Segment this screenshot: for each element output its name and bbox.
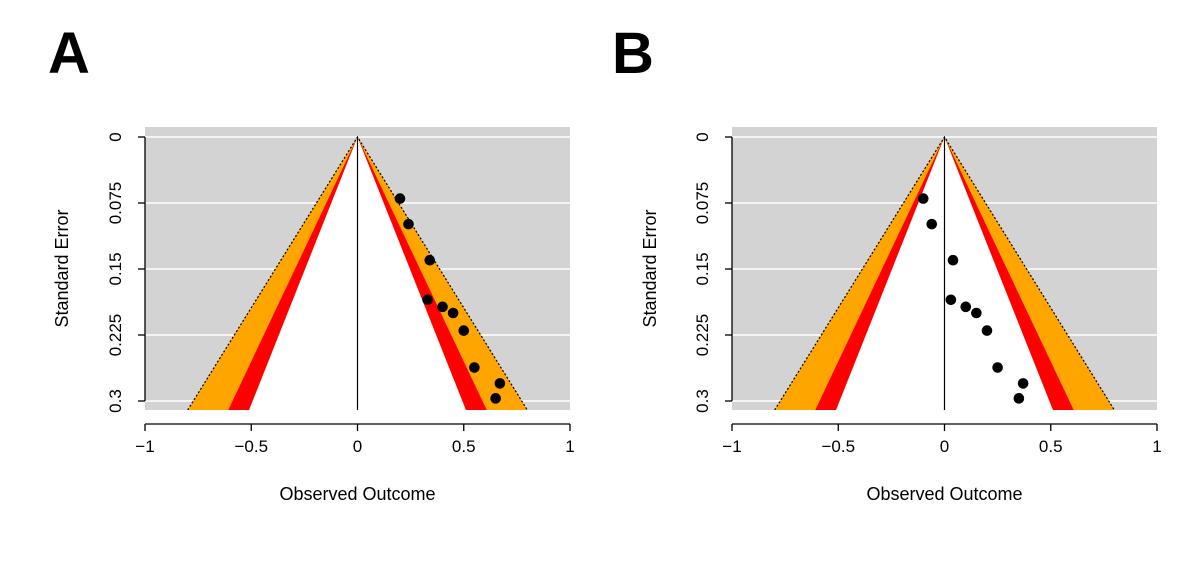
y-tick-label: 0.075 <box>106 182 125 225</box>
panel-letter-b: B <box>612 21 654 86</box>
data-point <box>992 362 1003 373</box>
x-axis-title: Observed Outcome <box>866 484 1022 504</box>
data-point <box>403 218 414 230</box>
data-point <box>490 393 501 404</box>
x-tick-label: 0.5 <box>1039 437 1063 456</box>
y-tick-label: 0 <box>693 132 712 141</box>
y-tick-label: 0.15 <box>693 252 712 285</box>
data-point <box>917 193 929 204</box>
data-point <box>469 362 480 373</box>
x-tick-label: −0.5 <box>234 437 268 456</box>
x-tick-label: −0.5 <box>821 437 855 456</box>
data-point <box>494 378 506 389</box>
data-point <box>447 307 459 319</box>
funnel-plot-panel-b: 0 0.075 0.15 0.225 0.3 −1 −0.5 0 0.5 1 Observed Ou… <box>640 127 1162 504</box>
data-point <box>437 301 448 313</box>
data-point <box>422 294 433 306</box>
y-tick-label: 0.15 <box>106 252 125 285</box>
y-tick-label: 0.3 <box>693 389 712 413</box>
data-point <box>424 254 436 266</box>
panel-letter-a: A <box>48 21 90 86</box>
y-tick-label: 0.225 <box>693 314 712 357</box>
data-point <box>926 218 938 230</box>
data-point <box>960 301 972 313</box>
data-point <box>458 325 470 336</box>
y-tick-label: 0.225 <box>106 314 125 357</box>
y-axis-title: Standard Error <box>640 209 660 327</box>
y-tick-label: 0.3 <box>106 389 125 413</box>
x-tick-label: −1 <box>722 437 741 456</box>
y-tick-label: 0.075 <box>693 182 712 225</box>
data-point <box>981 325 993 336</box>
x-tick-label: 0 <box>940 437 949 456</box>
funnel-plot-panel-a: 0 0.075 0.15 0.225 0.3 −1 −0.5 0 0.5 1 Observed Ou… <box>52 127 575 504</box>
data-point <box>1017 378 1029 389</box>
y-tick-label: 0 <box>106 132 125 141</box>
data-point <box>947 254 959 266</box>
x-tick-label: 1 <box>1152 437 1161 456</box>
data-point <box>394 193 406 204</box>
data-point <box>971 307 982 319</box>
x-tick-label: 1 <box>565 437 574 456</box>
x-tick-label: −1 <box>135 437 154 456</box>
x-tick-label: 0.5 <box>452 437 476 456</box>
x-tick-label: 0 <box>353 437 362 456</box>
y-axis-title: Standard Error <box>52 209 72 327</box>
x-axis-title: Observed Outcome <box>279 484 435 504</box>
data-point <box>1013 393 1025 404</box>
data-point <box>945 294 957 306</box>
